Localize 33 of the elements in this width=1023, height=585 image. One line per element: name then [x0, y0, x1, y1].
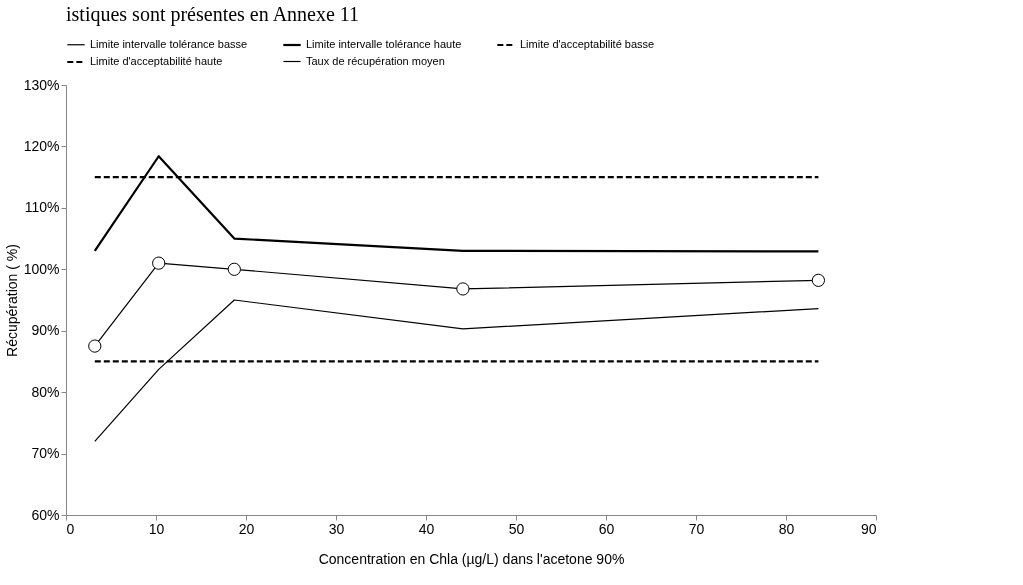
y-tick-label: 110% — [24, 199, 60, 216]
y-tick-label: 70% — [31, 445, 60, 462]
x-axis-title: Concentration en Chla (µg/L) dans l'acetone 90% — [318, 550, 625, 567]
line-series — [93, 155, 820, 253]
legend-label: Limite intervalle tolérance haute — [306, 38, 462, 50]
y-tick-label: 100% — [23, 260, 60, 277]
point — [152, 256, 166, 270]
y-tick-label: 60% — [31, 506, 60, 523]
x-tick-label: 70 — [688, 520, 705, 537]
x-tick-label: 90 — [860, 520, 877, 537]
legend-label: Taux de récupération moyen — [306, 54, 445, 67]
y-tick-label: 130% — [23, 76, 60, 93]
legend-label: Limite intervalle tolérance basse — [90, 37, 248, 50]
y-tick-label: 90% — [31, 322, 60, 339]
x-tick-label: 10 — [148, 520, 165, 537]
x-tick-label: 60 — [598, 520, 615, 537]
x-tick-label: 0 — [66, 520, 75, 537]
point — [88, 339, 102, 353]
point — [811, 273, 826, 287]
point — [227, 262, 241, 276]
point — [456, 282, 470, 296]
y-tick-label: 80% — [31, 383, 60, 400]
y-axis-title: Récupération ( %) — [3, 244, 20, 357]
x-tick-label: 30 — [328, 520, 345, 537]
legend-label: Limite d'acceptabilité haute — [90, 55, 223, 67]
text: istiques sont présentes en Annexe 11 — [66, 3, 360, 26]
line-series — [94, 299, 819, 442]
legend-label: Limite d'acceptabilité basse — [520, 38, 655, 50]
x-tick-label: 80 — [778, 520, 795, 537]
x-tick-label: 20 — [238, 520, 255, 537]
x-tick-label: 50 — [508, 520, 525, 537]
x-tick-label: 40 — [418, 520, 435, 537]
y-tick-label: 120% — [23, 137, 60, 154]
